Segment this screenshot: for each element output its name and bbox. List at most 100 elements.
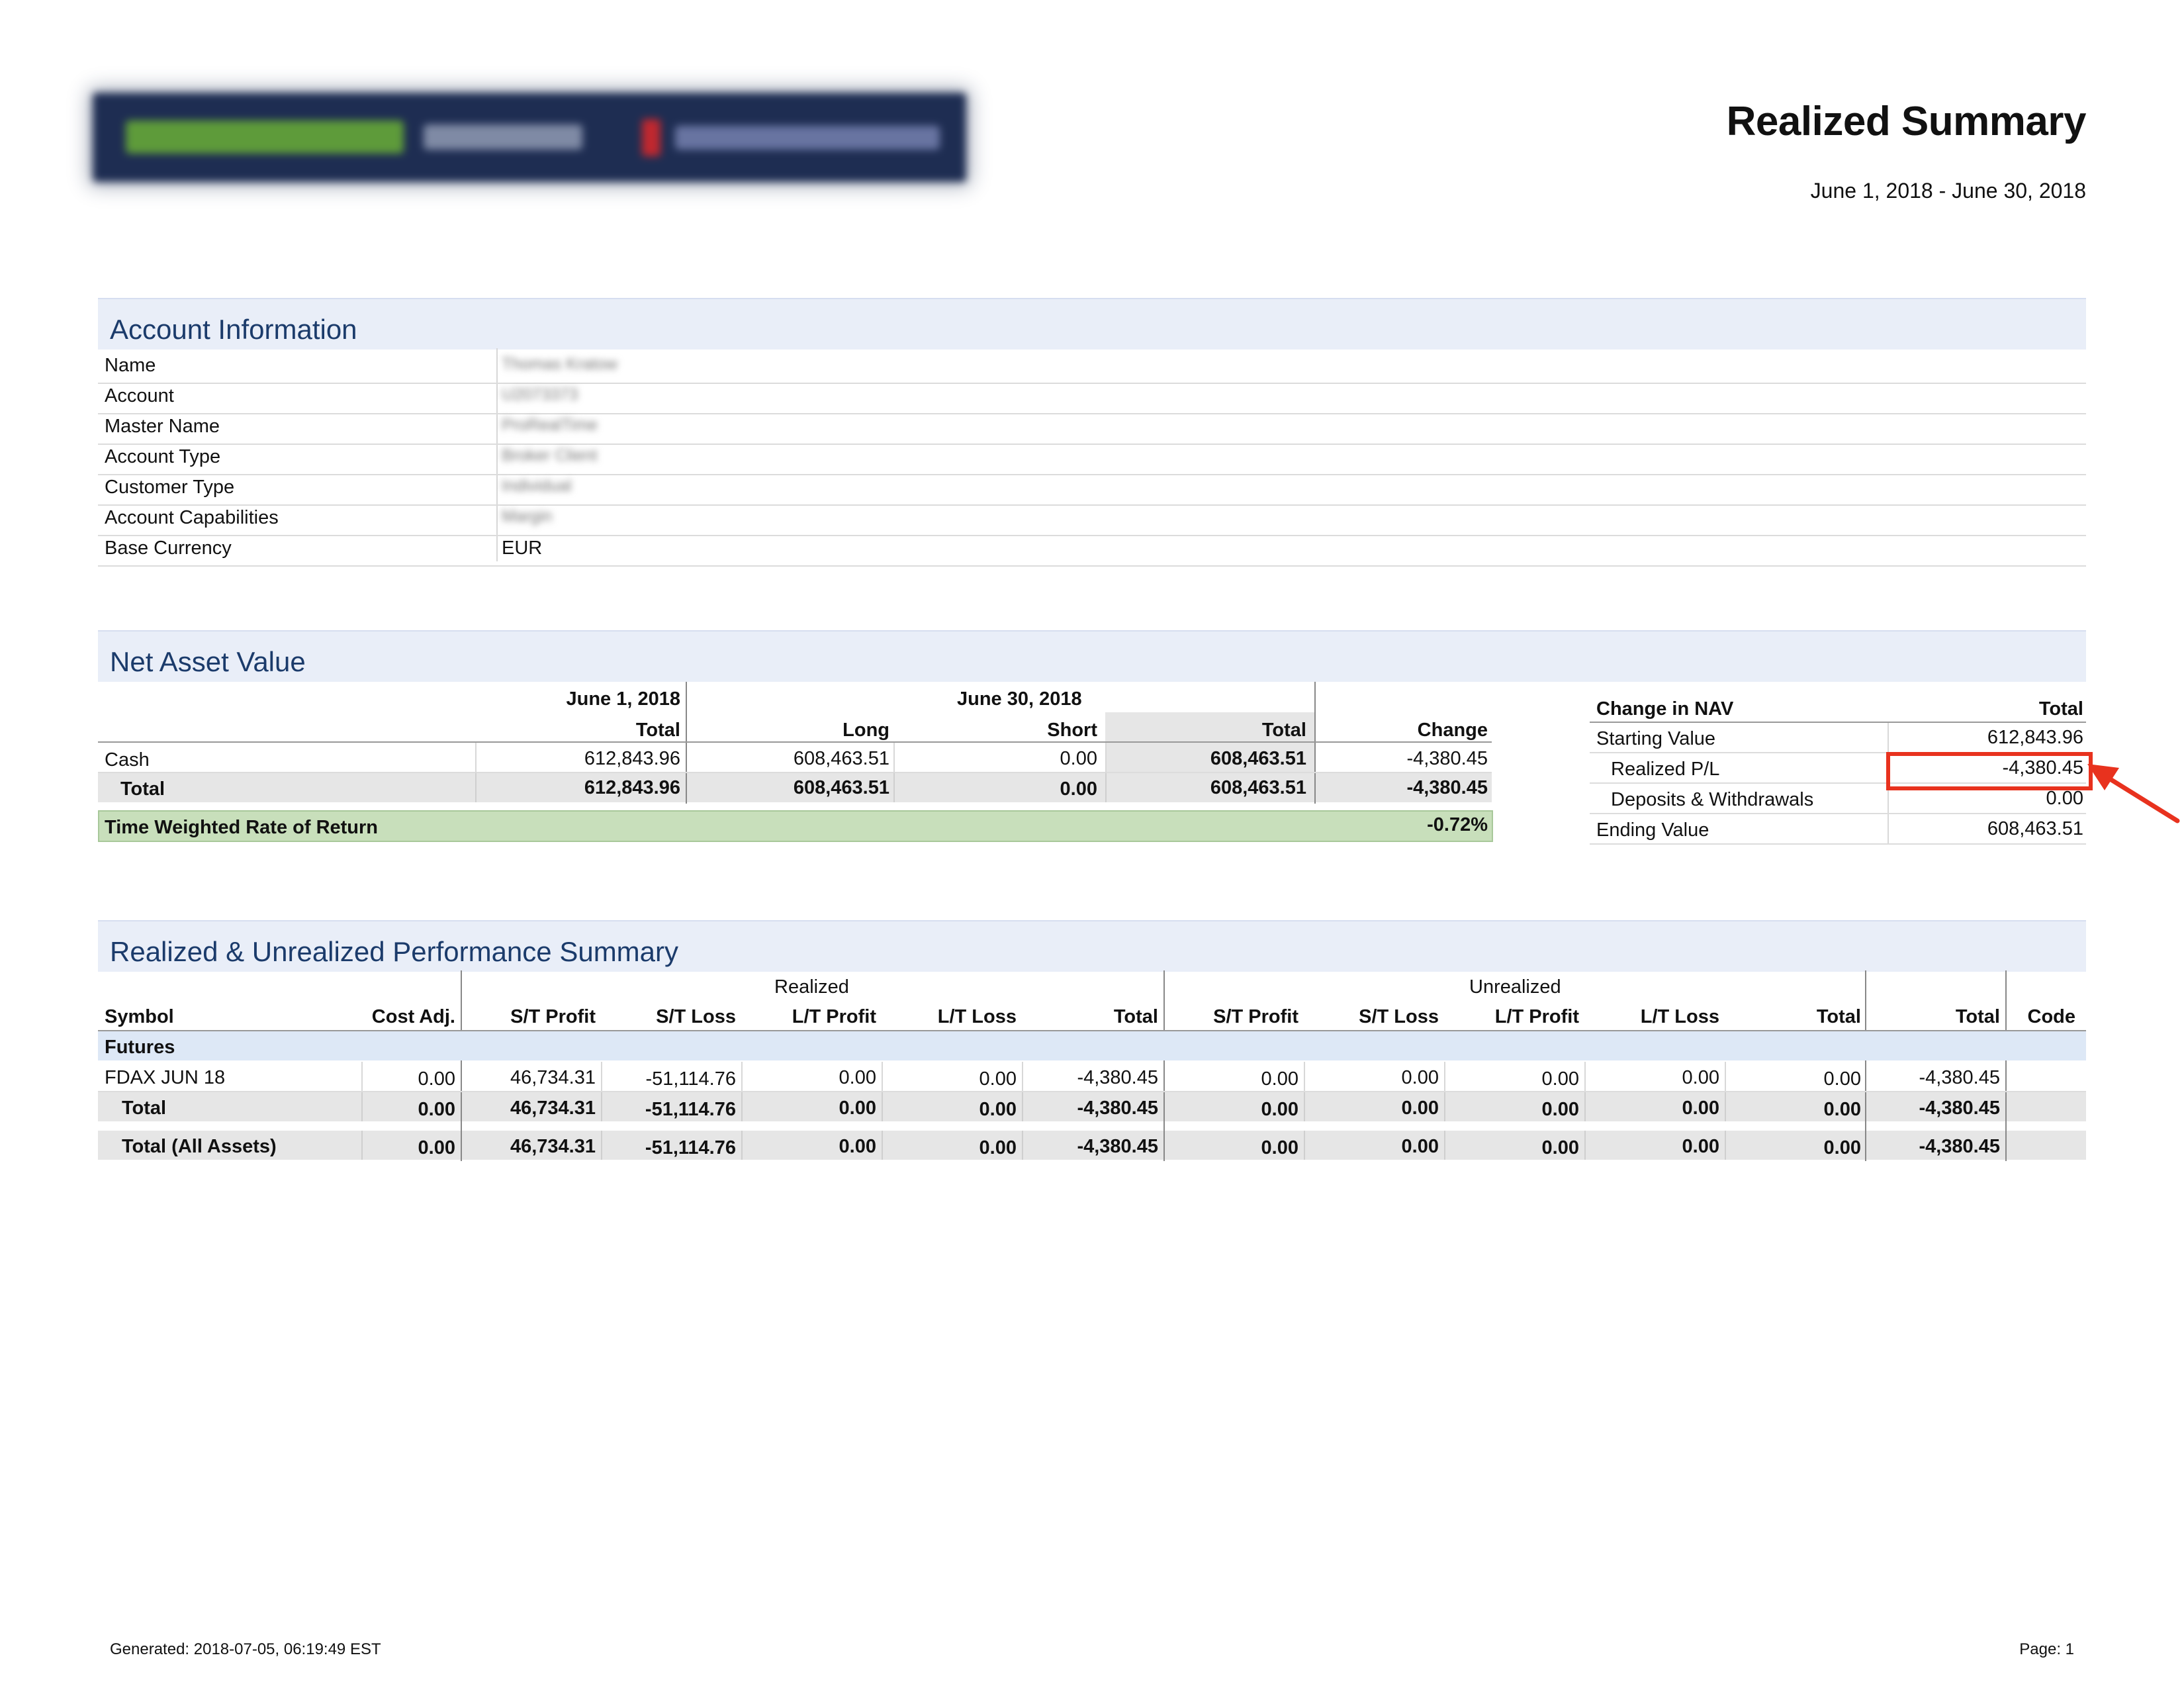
perf-cell: 0.00 — [1261, 1068, 1298, 1090]
account-info-label: Name — [105, 355, 156, 376]
page-title: Realized Summary — [1726, 99, 2087, 144]
perf-cell: 0.00 — [1541, 1099, 1579, 1120]
change-nav-deposits-value: 0.00 — [2046, 788, 2083, 809]
change-nav-ending-value: 608,463.51 — [1987, 818, 2083, 839]
perf-cell: 0.00 — [1823, 1099, 1861, 1120]
generated-timestamp: Generated: 2018-07-05, 06:19:49 EST — [110, 1640, 381, 1658]
account-info-label: Account Capabilities — [105, 507, 279, 528]
perf-col-header: Code — [2027, 1006, 2076, 1027]
perf-cell: 0.00 — [1261, 1099, 1298, 1120]
perf-total-row — [98, 1092, 2086, 1121]
change-nav-ending-label: Ending Value — [1596, 820, 1709, 841]
report-period: June 1, 2018 - June 30, 2018 — [1810, 179, 2086, 203]
perf-col-header: Total — [1816, 1006, 1861, 1027]
nav-col-short: Short — [1047, 720, 1097, 741]
perf-col-header: Total — [1113, 1006, 1158, 1027]
account-info-value: Margin — [502, 507, 553, 526]
perf-cell: -51,114.76 — [645, 1068, 736, 1090]
nav-total-short: 0.00 — [1060, 778, 1097, 800]
nav-col-change: Change — [1417, 720, 1488, 741]
nav-row-cash-label: Cash — [105, 749, 150, 771]
nav-col-long: Long — [842, 720, 889, 741]
perf-category-row — [98, 1031, 2086, 1060]
perf-cell: 0.00 — [1541, 1137, 1579, 1158]
perf-col-header: Total — [1955, 1006, 2000, 1027]
realized-pl-highlight — [1886, 752, 2093, 790]
account-info-value: U2073373 — [502, 385, 578, 404]
perf-cell: -4,380.45 — [1077, 1136, 1158, 1157]
perf-row-symbol: FDAX JUN 18 — [105, 1067, 226, 1088]
account-info-value: Thomas Kratow — [502, 355, 618, 373]
change-nav-col-label: Change in NAV — [1596, 698, 1734, 720]
perf-col-header: L/T Loss — [937, 1006, 1017, 1027]
perf-cell: 46,734.31 — [510, 1067, 596, 1088]
nav-cash-start-total: 612,843.96 — [584, 748, 680, 769]
change-nav-col-total: Total — [2038, 698, 2083, 720]
nav-total-change: -4,380.45 — [1406, 777, 1488, 798]
account-info-label: Base Currency — [105, 538, 232, 559]
nav-cash-change: -4,380.45 — [1406, 748, 1488, 769]
account-info-header: Account Information — [98, 298, 2086, 350]
account-info-value: ProRealTime — [502, 416, 598, 434]
nav-header: Net Asset Value — [98, 630, 2086, 682]
perf-col-header: S/T Loss — [656, 1006, 736, 1027]
account-info-title: Account Information — [110, 314, 357, 345]
perf-row-symbol: Total — [122, 1098, 167, 1119]
perf-cell: 0.00 — [418, 1137, 455, 1158]
nav-col-total-end: Total — [1261, 720, 1306, 741]
account-info-label: Account — [105, 385, 174, 406]
broker-logo — [93, 93, 966, 182]
performance-header: Realized & Unrealized Performance Summar… — [98, 920, 2086, 972]
twrr-value: -0.72% — [1427, 814, 1488, 835]
performance-title: Realized & Unrealized Performance Summar… — [110, 936, 679, 967]
perf-category-futures: Futures — [105, 1037, 175, 1058]
perf-cell: 0.00 — [1823, 1137, 1861, 1158]
perf-cell: 0.00 — [839, 1136, 876, 1157]
perf-row-symbol: Total (All Assets) — [122, 1136, 277, 1157]
change-nav-realized-label: Realized P/L — [1611, 759, 1720, 780]
nav-total-end-total: 608,463.51 — [1210, 777, 1306, 798]
twrr-row — [98, 810, 1493, 842]
account-info-value: Broker Client — [502, 446, 598, 465]
change-nav-starting-value: 612,843.96 — [1987, 727, 2083, 748]
nav-cash-long: 608,463.51 — [793, 748, 889, 769]
perf-group-unrealized: Unrealized — [1469, 976, 1561, 998]
nav-cash-short: 0.00 — [1060, 748, 1097, 769]
perf-cell: -4,380.45 — [1919, 1067, 2000, 1088]
perf-cell: 46,734.31 — [510, 1136, 596, 1157]
account-info-label: Customer Type — [105, 477, 235, 498]
perf-cell: 0.00 — [1401, 1067, 1439, 1088]
perf-col-header: S/T Profit — [1213, 1006, 1298, 1027]
nav-date-end: June 30, 2018 — [957, 688, 1082, 710]
perf-cell: -51,114.76 — [645, 1099, 736, 1120]
nav-title: Net Asset Value — [110, 646, 306, 677]
perf-total-row — [98, 1131, 2086, 1160]
nav-total-long: 608,463.51 — [793, 777, 889, 798]
twrr-label: Time Weighted Rate of Return — [105, 817, 379, 838]
account-info-value: Individual — [502, 477, 572, 495]
account-info-value: EUR — [502, 538, 543, 559]
perf-cell: 0.00 — [839, 1067, 876, 1088]
change-nav-realized-value: -4,380.45 — [2002, 757, 2083, 778]
perf-col-header: Cost Adj. — [371, 1006, 455, 1027]
perf-cell: 46,734.31 — [510, 1098, 596, 1119]
change-nav-starting-label: Starting Value — [1596, 728, 1716, 749]
perf-cell: -4,380.45 — [1919, 1098, 2000, 1119]
perf-cell: 0.00 — [1541, 1068, 1579, 1090]
nav-cash-end-total: 608,463.51 — [1210, 748, 1306, 769]
perf-cell: -4,380.45 — [1919, 1136, 2000, 1157]
perf-cell: 0.00 — [1401, 1136, 1439, 1157]
annotation-arrow-icon — [2087, 764, 2180, 823]
perf-cell: 0.00 — [979, 1099, 1017, 1120]
perf-cell: 0.00 — [1682, 1136, 1719, 1157]
page-number: Page: 1 — [2019, 1640, 2074, 1658]
nav-date-start: June 1, 2018 — [566, 688, 681, 710]
perf-col-header: S/T Profit — [510, 1006, 596, 1027]
perf-cell: -4,380.45 — [1077, 1067, 1158, 1088]
perf-cell: 0.00 — [1682, 1067, 1719, 1088]
change-nav-deposits-label: Deposits & Withdrawals — [1611, 789, 1814, 810]
account-info-label: Account Type — [105, 446, 221, 467]
perf-cell: 0.00 — [418, 1099, 455, 1120]
perf-cell: 0.00 — [839, 1098, 876, 1119]
perf-col-header: L/T Loss — [1640, 1006, 1719, 1027]
